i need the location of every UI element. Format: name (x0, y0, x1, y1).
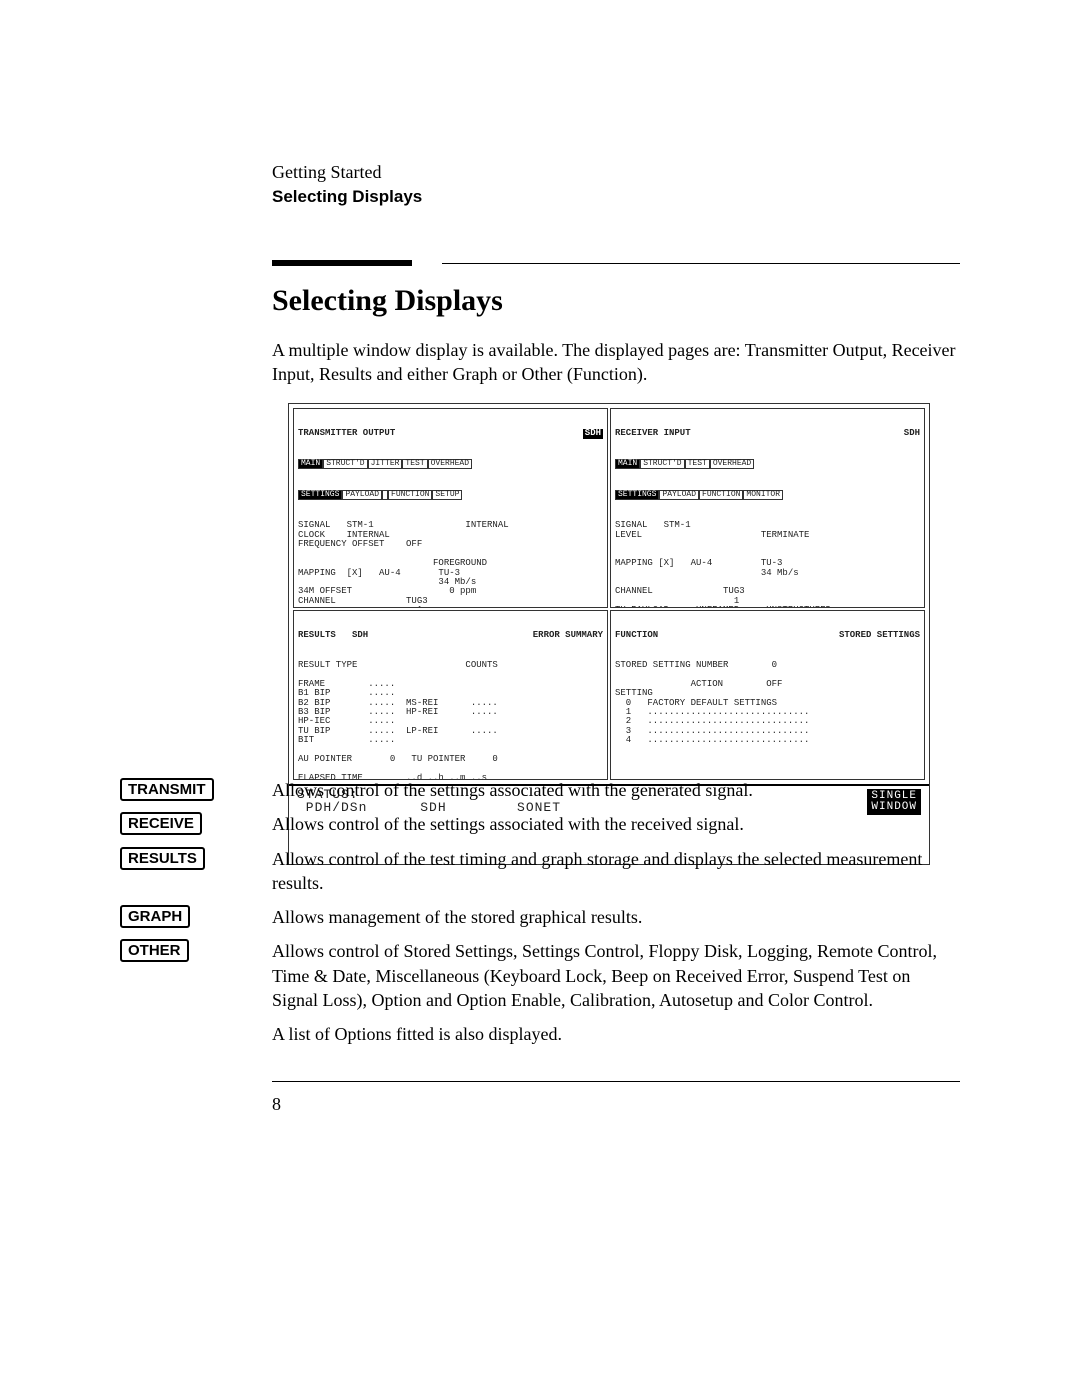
tx-tab-test: TEST (402, 459, 427, 469)
def-row-other: OTHER Allows control of Stored Settings,… (120, 939, 960, 1012)
rx-mode: SDH (904, 429, 920, 438)
rx-tab-test: TEST (685, 459, 710, 469)
rx-tabs-row2: SETTINGS PAYLOAD FUNCTION MONITOR (615, 490, 920, 500)
pane-transmitter: TRANSMITTER OUTPUT SDH MAIN STRUCT'D JIT… (293, 408, 608, 608)
running-head: Getting Started Selecting Displays (272, 160, 422, 209)
def-row-results: RESULTS Allows control of the test timin… (120, 847, 960, 896)
def-text-transmit: Allows control of the settings associate… (272, 778, 960, 802)
rx-tab-main: MAIN (615, 459, 640, 469)
pane-receiver: RECEIVER INPUT SDH MAIN STRUCT'D TEST OV… (610, 408, 925, 608)
rx-tab2-settings: SETTINGS (615, 490, 659, 500)
tx-tab2-function: FUNCTION (388, 490, 432, 500)
rx-tab2-payload: PAYLOAD (659, 490, 699, 500)
tx-tab-jitter: JITTER (368, 459, 403, 469)
def-text-receive: Allows control of the settings associate… (272, 812, 960, 836)
def-text-graph: Allows management of the stored graphica… (272, 905, 960, 929)
def-text-other: Allows control of Stored Settings, Setti… (272, 939, 960, 1012)
tx-tab2-settings: SETTINGS (298, 490, 342, 500)
key-graph[interactable]: GRAPH (120, 905, 190, 928)
tx-tab-overhead: OVERHEAD (428, 459, 472, 469)
tx-tab2-payload: PAYLOAD (342, 490, 382, 500)
thick-rule (272, 260, 412, 266)
results-body: RESULT TYPE COUNTS FRAME ..... B1 BIP ..… (298, 661, 603, 780)
thin-rule-top (442, 263, 960, 264)
pane-results: RESULTS SDH ERROR SUMMARY RESULT TYPE CO… (293, 610, 608, 780)
rx-tabs: MAIN STRUCT'D TEST OVERHEAD (615, 459, 920, 469)
running-head-section: Selecting Displays (272, 185, 422, 209)
closing-text: A list of Options fitted is also display… (272, 1022, 960, 1046)
pane-function: FUNCTION STORED SETTINGS STORED SETTING … (610, 610, 925, 780)
def-row-graph: GRAPH Allows management of the stored gr… (120, 905, 960, 929)
tx-tab2-setup: SETUP (432, 490, 462, 500)
key-results[interactable]: RESULTS (120, 847, 205, 870)
function-title-right: STORED SETTINGS (839, 631, 920, 640)
rx-tab-overhead: OVERHEAD (710, 459, 754, 469)
def-text-results: Allows control of the test timing and gr… (272, 847, 960, 896)
results-title-left: RESULTS SDH (298, 631, 368, 640)
intro-paragraph: A multiple window display is available. … (272, 338, 960, 387)
tx-tab-structd: STRUCT'D (323, 459, 367, 469)
page-number: 8 (272, 1094, 281, 1115)
definitions-block: TRANSMIT Allows control of the settings … (120, 778, 960, 1057)
def-row-closing: A list of Options fitted is also display… (120, 1022, 960, 1046)
rx-tab-structd: STRUCT'D (640, 459, 684, 469)
title-rule-row (272, 260, 960, 266)
def-row-transmit: TRANSMIT Allows control of the settings … (120, 778, 960, 802)
def-row-receive: RECEIVE Allows control of the settings a… (120, 812, 960, 836)
running-head-chapter: Getting Started (272, 160, 422, 185)
results-title-right: ERROR SUMMARY (533, 631, 603, 640)
function-body: STORED SETTING NUMBER 0 ACTION OFF SETTI… (615, 661, 920, 746)
key-receive[interactable]: RECEIVE (120, 812, 202, 835)
rx-body: SIGNAL STM-1 LEVEL TERMINATE MAPPING [X]… (615, 521, 920, 607)
tx-body: SIGNAL STM-1 INTERNAL CLOCK INTERNAL FRE… (298, 521, 603, 607)
key-other[interactable]: OTHER (120, 939, 189, 962)
tx-mode: SDH (583, 429, 603, 438)
rx-tab2-monitor: MONITOR (743, 490, 783, 500)
tx-title: TRANSMITTER OUTPUT (298, 429, 395, 438)
tx-tabs-row2: SETTINGS PAYLOAD FUNCTION SETUP (298, 490, 603, 500)
rx-title: RECEIVER INPUT (615, 429, 691, 438)
rx-tab2-function: FUNCTION (699, 490, 743, 500)
page-title: Selecting Displays (272, 284, 960, 318)
tx-tabs: MAIN STRUCT'D JITTER TEST OVERHEAD (298, 459, 603, 469)
page: Getting Started Selecting Displays Selec… (0, 0, 1080, 1397)
key-transmit[interactable]: TRANSMIT (120, 778, 214, 801)
function-title-left: FUNCTION (615, 631, 658, 640)
tx-tab-main: MAIN (298, 459, 323, 469)
bottom-rule (272, 1081, 960, 1082)
quad-grid: TRANSMITTER OUTPUT SDH MAIN STRUCT'D JIT… (289, 404, 929, 784)
